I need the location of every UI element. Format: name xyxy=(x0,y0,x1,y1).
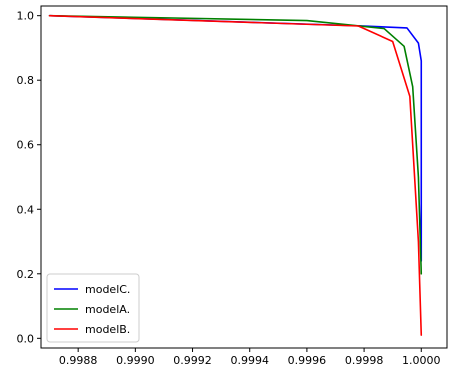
x-tick-label: 0.9996 xyxy=(288,354,327,367)
plot-frame xyxy=(40,5,448,349)
series-line-modelc xyxy=(48,14,423,262)
series-line-modela xyxy=(48,14,423,275)
x-tick-label: 0.9994 xyxy=(230,354,269,367)
x-tick-label: 0.9990 xyxy=(116,354,155,367)
y-tick-label: 0.8 xyxy=(17,74,35,87)
y-tick-label: 1.0 xyxy=(17,10,35,23)
y-tick-label: 0.0 xyxy=(17,332,35,345)
legend-box xyxy=(46,273,140,343)
x-tick-label: 0.9988 xyxy=(59,354,98,367)
y-tick-label: 0.6 xyxy=(17,139,35,152)
legend-label: modelA. xyxy=(85,303,130,316)
legend-label: modelC. xyxy=(85,283,130,296)
x-tick-label: 0.9992 xyxy=(173,354,212,367)
y-tick-label: 0.4 xyxy=(17,203,35,216)
y-tick-label: 0.2 xyxy=(17,268,35,281)
x-tick-label: 0.9998 xyxy=(345,354,384,367)
legend-label: modelB. xyxy=(85,323,130,336)
x-tick-label: 1.0000 xyxy=(402,354,441,367)
series-line-modelb xyxy=(48,14,423,336)
